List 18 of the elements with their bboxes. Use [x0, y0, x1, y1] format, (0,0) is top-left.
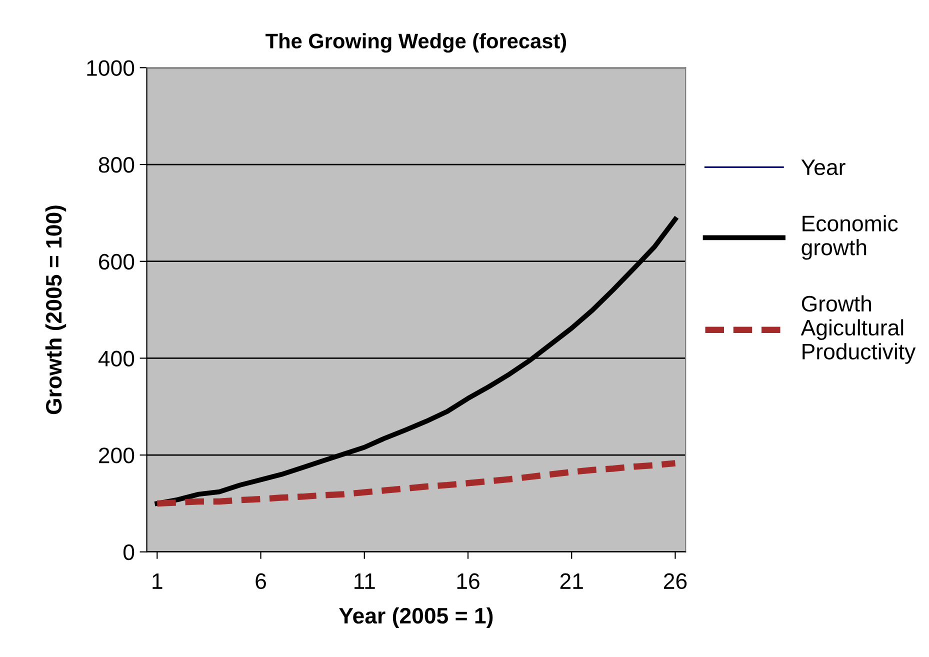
y-tick-label: 1000	[87, 60, 134, 76]
legend-label: Growth Agicultural Productivity	[800, 295, 916, 364]
legend-label: Year	[801, 160, 846, 176]
x-tick-label: 21	[560, 573, 583, 589]
y-axis-title: Growth (2005 = 100)	[45, 206, 66, 414]
x-tick-label: 6	[256, 573, 266, 590]
chart-title: The Growing Wedge (forecast)	[266, 33, 566, 53]
x-axis-title: Year (2005 = 1)	[339, 607, 493, 628]
legend-label: Economic growth	[802, 215, 898, 260]
y-tick-label: 800	[98, 157, 134, 173]
x-tick-label: 1	[152, 574, 162, 589]
x-tick-label: 16	[457, 573, 480, 590]
y-tick-label: 400	[98, 350, 134, 366]
y-tick-label: 600	[99, 254, 134, 270]
y-tick-label: 200	[99, 448, 134, 464]
x-tick-label: 11	[354, 574, 375, 589]
x-tick-label: 26	[664, 573, 687, 590]
y-tick-label: 0	[123, 544, 134, 560]
